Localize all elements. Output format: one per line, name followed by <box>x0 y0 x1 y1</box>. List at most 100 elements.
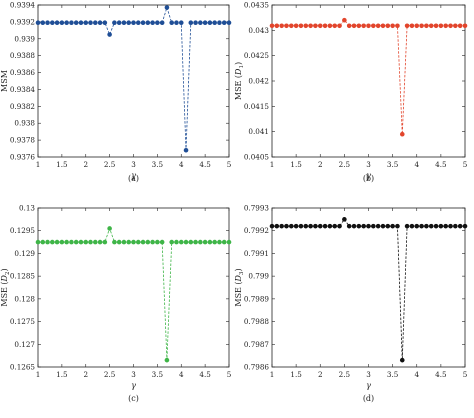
x-tick-label: 4 <box>179 160 184 169</box>
data-point <box>126 239 132 245</box>
data-point <box>274 223 280 229</box>
y-tick-label: 0.9392 <box>10 17 35 26</box>
data-point <box>88 20 93 26</box>
data-point <box>126 20 132 26</box>
y-tick-label: 0.1285 <box>10 272 36 281</box>
data-point <box>145 20 151 26</box>
x-tick-label: 1 <box>270 370 275 379</box>
x-tick-label: 2 <box>318 370 323 379</box>
plot-frame <box>37 4 230 158</box>
x-tick-label: 5 <box>463 370 468 379</box>
data-point <box>159 20 165 26</box>
data-point <box>59 239 65 245</box>
data-point <box>97 20 103 26</box>
data-point <box>414 223 420 229</box>
data-point <box>93 20 98 26</box>
panel-1: 1 1.5 2 2.5 3 3.5 4 4.5 5 0.9376 0.9378 0.938 0.9382… <box>0 1 232 184</box>
panel-label: (d) <box>363 394 374 403</box>
data-point <box>284 23 289 29</box>
y-axis-title: MSE (D2) <box>0 268 11 306</box>
data-point <box>188 20 194 26</box>
data-point <box>102 239 108 245</box>
data-point <box>438 23 444 29</box>
y-tick-label: 0.939 <box>14 34 35 43</box>
x-tick-label: 4.5 <box>199 160 211 169</box>
data-point <box>332 23 338 29</box>
data-point <box>390 223 395 229</box>
x-tick-label: 3.5 <box>152 160 164 169</box>
data-point <box>221 239 227 245</box>
data-point <box>140 20 146 26</box>
data-point <box>226 20 232 26</box>
data-point <box>69 20 74 26</box>
x-axis-title: γ <box>366 171 371 180</box>
data-point <box>107 32 112 37</box>
y-tick-label: 0.9378 <box>10 136 36 145</box>
data-point <box>371 23 376 29</box>
y-tick-label: 0.9394 <box>10 1 36 10</box>
data-point <box>64 239 69 245</box>
data-point <box>121 20 127 26</box>
data-point <box>409 23 415 29</box>
data-point <box>356 23 362 29</box>
x-tick-label: 1 <box>36 370 41 379</box>
x-tick-label: 2.5 <box>339 160 351 169</box>
y-tick-label: 0.0405 <box>244 153 270 162</box>
data-point <box>135 20 141 26</box>
data-point <box>45 239 50 245</box>
data-point <box>322 223 328 229</box>
data-point <box>54 239 60 245</box>
y-tick-label: 0.0425 <box>244 51 270 60</box>
data-point <box>322 23 328 29</box>
y-tick-label: 0.9386 <box>10 68 36 77</box>
data-point <box>327 223 333 229</box>
data-point <box>351 23 357 29</box>
data-point <box>202 239 208 245</box>
y-tick-label: 0.7987 <box>244 340 270 349</box>
data-point <box>313 23 318 29</box>
x-tick-label: 4 <box>179 370 184 379</box>
panel-label: (b) <box>363 174 374 183</box>
y-tick-label: 0.9382 <box>10 102 35 111</box>
data-point <box>395 223 400 229</box>
data-point <box>198 239 203 245</box>
data-point <box>308 223 313 229</box>
y-tick-label: 0.9376 <box>10 153 36 162</box>
data-point <box>346 223 352 229</box>
data-point <box>121 239 127 245</box>
data-point <box>453 223 458 229</box>
data-point <box>274 23 280 29</box>
x-tick-label: 1 <box>270 160 275 169</box>
data-point <box>73 239 79 245</box>
x-tick-label: 2.5 <box>104 160 116 169</box>
data-point <box>289 23 294 29</box>
data-point <box>164 5 170 10</box>
data-point <box>140 239 146 245</box>
series-line <box>38 227 229 361</box>
data-point <box>399 357 405 363</box>
data-point <box>414 23 420 29</box>
plot-frame <box>37 207 230 368</box>
data-point <box>35 239 41 245</box>
y-tick-label: 0.7989 <box>244 294 270 303</box>
y-tick-label: 0.128 <box>14 294 35 303</box>
panel-label: (c) <box>128 394 139 403</box>
data-point <box>164 357 170 363</box>
x-tick-label: 5 <box>227 160 232 169</box>
data-point <box>178 20 184 26</box>
data-point <box>303 223 309 229</box>
data-point <box>279 223 284 229</box>
data-point <box>193 20 198 26</box>
data-point <box>35 20 41 26</box>
data-point <box>462 223 468 229</box>
data-point <box>159 239 165 245</box>
y-tick-label: 0.7992 <box>244 226 269 235</box>
data-point <box>448 23 453 29</box>
y-tick-label: 0.799 <box>248 272 269 281</box>
x-axis-title: γ <box>131 381 136 390</box>
data-point <box>50 239 55 245</box>
x-tick-label: 5 <box>227 370 232 379</box>
x-tick-label: 3.5 <box>387 370 399 379</box>
data-point <box>178 239 184 245</box>
data-point <box>40 239 46 245</box>
